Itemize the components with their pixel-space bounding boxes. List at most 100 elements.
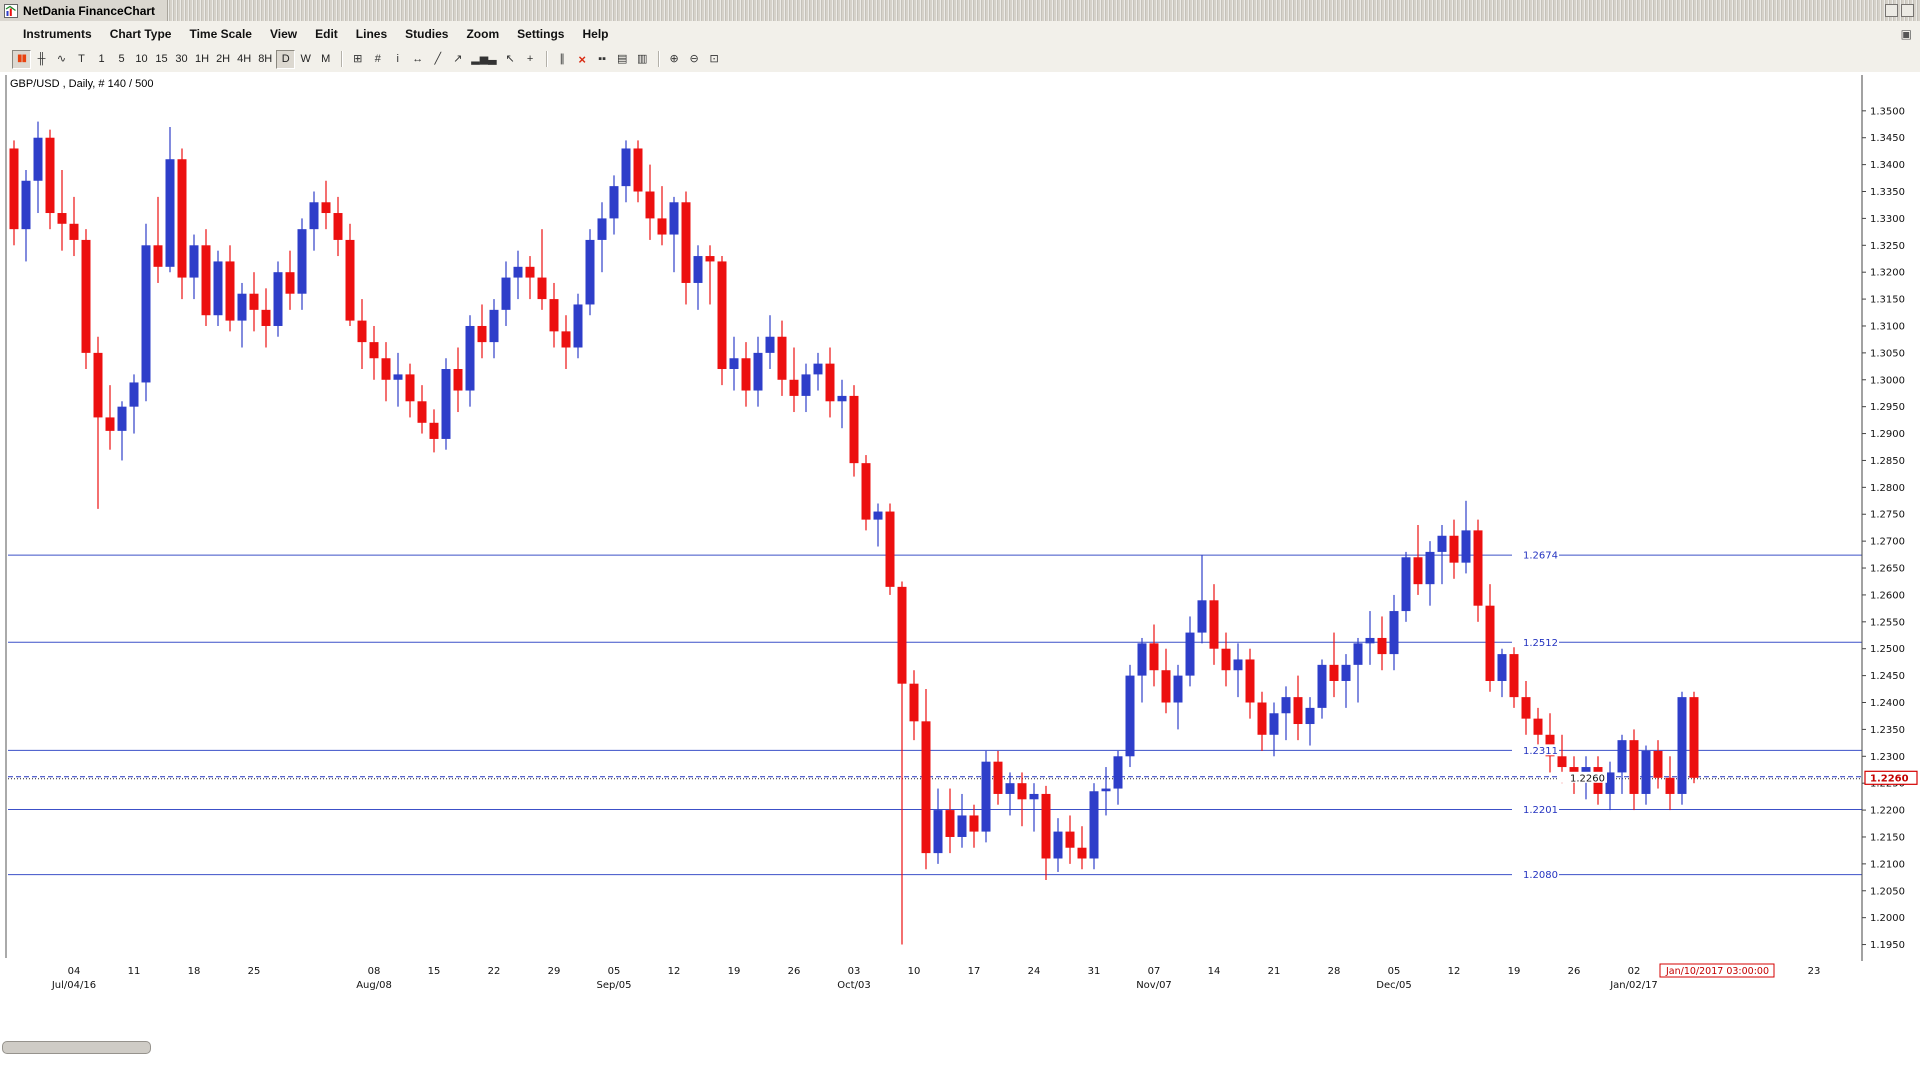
delete-lines-icon: × [578, 51, 586, 67]
candle-body [1173, 675, 1183, 703]
timeframe-4h-button[interactable]: 4H [234, 50, 254, 69]
candle-body [693, 256, 703, 283]
candle-body [1125, 675, 1135, 757]
scrollbar-thumb[interactable] [2, 1041, 151, 1054]
menu-chart-type[interactable]: Chart Type [109, 26, 172, 41]
time-axis[interactable] [0, 958, 1862, 1008]
candle-body [117, 406, 127, 431]
candlestick-icon: ▮▮ [16, 53, 27, 64]
y-axis-label: 1.2350 [1870, 725, 1905, 736]
timeframe-monthly-button[interactable]: M [316, 50, 335, 69]
candle-body [1029, 793, 1039, 800]
cursor-button[interactable]: ↖ [501, 50, 520, 69]
menu-time-scale[interactable]: Time Scale [189, 26, 252, 41]
candle-body [189, 245, 199, 278]
y-axis-label: 1.3250 [1870, 241, 1905, 252]
cursor-icon: ↖ [505, 52, 515, 65]
candle-body [1437, 535, 1447, 552]
candle-body [477, 325, 487, 343]
window-button-close[interactable] [1901, 4, 1914, 17]
window-button-restore[interactable] [1885, 4, 1898, 17]
candle-body [261, 309, 271, 326]
chart-area: GBP/USD , Daily, # 140 / 500 1.2674 1.251… [0, 72, 1920, 1080]
zoom-out-button[interactable]: ⊖ [685, 50, 704, 69]
candle-body [177, 159, 187, 278]
timeframe-5-button[interactable]: 5 [112, 50, 131, 69]
candle-body [765, 336, 775, 353]
candle-body [213, 261, 223, 316]
timeframe-2h-button[interactable]: 2H [213, 50, 233, 69]
x-axis-week-label: 23 [1808, 966, 1821, 977]
y-axis-label: 1.2700 [1870, 537, 1905, 548]
popout-icon[interactable]: ▣ [1900, 26, 1912, 41]
menu-studies[interactable]: Studies [405, 26, 449, 41]
candle-body [993, 761, 1003, 794]
x-axis-month-label: Aug/08 [356, 980, 392, 991]
candle-body [321, 202, 331, 214]
candle-body [1653, 750, 1663, 778]
timeframe-10-button[interactable]: 10 [132, 50, 151, 69]
current-price-label: 1.2260 [1570, 773, 1605, 784]
menu-edit[interactable]: Edit [315, 26, 338, 41]
candle-body [549, 299, 559, 332]
ray-line-icon: ↗ [453, 52, 463, 65]
x-axis-week-label: 31 [1088, 966, 1101, 977]
y-axis-label: 1.1950 [1870, 940, 1905, 951]
menu-lines[interactable]: Lines [355, 26, 388, 41]
print-preview-button[interactable]: ▥ [633, 50, 652, 69]
print-button[interactable]: ▤ [613, 50, 632, 69]
timeframe-weekly-button[interactable]: W [296, 50, 315, 69]
info-button[interactable]: i [388, 50, 407, 69]
tick-chart-button[interactable]: T [72, 50, 91, 69]
timeframe-daily-button[interactable]: D [276, 49, 296, 69]
timeframe-1-button[interactable]: 1 [92, 50, 111, 69]
scroll-icon: ↔ [412, 52, 424, 65]
candle-body [621, 148, 631, 187]
y-axis-label: 1.3150 [1870, 295, 1905, 306]
window-controls [1885, 4, 1920, 17]
delete-lines-button[interactable]: × [573, 50, 592, 69]
candle-body [345, 239, 355, 321]
volume-study-button[interactable]: ▂▅▃ [468, 50, 499, 69]
parallel-lines-button[interactable]: ∥ [553, 50, 572, 69]
candle-body [1665, 777, 1675, 794]
mini-candles-button[interactable]: ▪▪ [593, 50, 612, 69]
menu-view[interactable]: View [269, 26, 298, 41]
candle-body [417, 401, 427, 423]
candle-body [825, 363, 835, 402]
trendline-button[interactable]: ╱ [428, 50, 447, 69]
parallel-lines-icon: ∥ [559, 52, 565, 65]
timeframe-30-button[interactable]: 30 [172, 50, 191, 69]
y-axis-label: 1.2950 [1870, 402, 1905, 413]
menu-help[interactable]: Help [582, 26, 609, 41]
pane-layout-button[interactable]: ⊞ [348, 50, 367, 69]
scroll-button[interactable]: ↔ [408, 50, 427, 69]
y-axis-label: 1.2150 [1870, 832, 1905, 843]
line-chart-button[interactable]: ∿ [52, 50, 71, 69]
y-axis-label: 1.3400 [1870, 160, 1905, 171]
print-icon: ▤ [616, 52, 628, 65]
candle-body [1557, 756, 1567, 768]
timeframe-1h-button[interactable]: 1H [192, 50, 212, 69]
candle-body [1101, 788, 1111, 792]
zoom-in-button[interactable]: ⊕ [665, 50, 684, 69]
menu-instruments[interactable]: Instruments [23, 26, 92, 41]
menu-zoom[interactable]: Zoom [466, 26, 500, 41]
timeframe-15-button[interactable]: 15 [152, 50, 171, 69]
candle-body [249, 293, 259, 310]
candlestick-chart-button[interactable]: ▮▮ [12, 49, 31, 69]
candle-body [1281, 697, 1291, 714]
ray-line-button[interactable]: ↗ [448, 50, 467, 69]
y-axis-label: 1.2400 [1870, 698, 1905, 709]
price-chart[interactable]: 1.2674 1.2512 1.2311 1.2201 1.2080 1.2260 1.35… [0, 72, 1920, 1080]
candle-body [141, 245, 151, 383]
crosshair-button[interactable]: + [521, 50, 540, 69]
candle-body [945, 810, 955, 837]
price-axis[interactable] [1862, 72, 1920, 1012]
ohlc-bars-button[interactable]: ╫ [32, 50, 51, 69]
line-price-label: 1.2674 [1523, 551, 1558, 562]
grid-button[interactable]: # [368, 50, 387, 69]
menu-settings[interactable]: Settings [517, 26, 565, 41]
timeframe-8h-button[interactable]: 8H [255, 50, 275, 69]
zoom-reset-button[interactable]: ⊡ [705, 50, 724, 69]
